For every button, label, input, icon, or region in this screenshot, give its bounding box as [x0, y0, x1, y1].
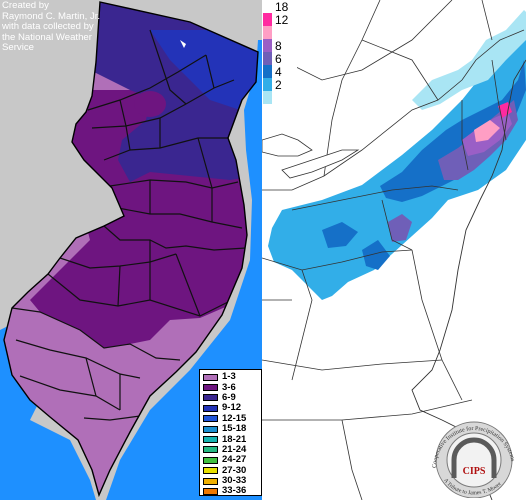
ne-legend-label: 12 [275, 13, 289, 27]
legend-label: 9-12 [222, 402, 242, 414]
zone-9-12 [150, 30, 258, 120]
legend-row: 18-21 [203, 434, 259, 444]
northeast-snowfall-map [262, 0, 526, 500]
legend-swatch [203, 415, 218, 423]
ne-legend-label: 4 [275, 65, 282, 79]
legend-swatch [203, 467, 218, 475]
legend-label: 3-6 [222, 381, 236, 393]
legend-row: 9-12 [203, 403, 259, 413]
credit-line: Service [2, 42, 34, 54]
ne-state-borders [262, 0, 525, 500]
shade-4-south [362, 240, 390, 270]
legend-swatch [203, 436, 218, 444]
legend-row: 12-15 [203, 412, 259, 424]
ne-legend-label: 8 [275, 39, 282, 53]
shade-10 [474, 120, 500, 142]
credit-text: Created by Raymond C. Martin, Jr. with d… [2, 0, 152, 54]
legend-swatch [203, 487, 218, 495]
shade-4-patch [322, 222, 358, 248]
legend-row: 24-27 [203, 455, 259, 465]
legend-label: 21-24 [222, 443, 247, 455]
zone-3-6-north [134, 91, 166, 117]
legend-label: 15-18 [222, 423, 247, 435]
nj-outline [3, 1, 259, 498]
legend-label: 6-9 [222, 391, 236, 403]
nj-snowfall-map: Created by Raymond C. Martin, Jr. with d… [0, 0, 262, 500]
legend-label: 30-33 [222, 475, 247, 487]
legend-label: 18-21 [222, 433, 247, 445]
logo-arch [451, 437, 497, 478]
ne-legend: 18 12 8 6 4 2 [262, 0, 297, 104]
legend-swatch [203, 456, 218, 464]
legend-label: 12-15 [222, 412, 247, 424]
legend-row: 21-24 [203, 443, 259, 455]
legend-label: 33-36 [222, 485, 247, 497]
legend-row: 1-3 [203, 372, 259, 382]
legend-swatch [203, 373, 218, 381]
legend-label: 27-30 [222, 464, 247, 476]
cips-logo-graphic: Cooperative Institute for Precipitation … [432, 421, 516, 499]
legend-row: 30-33 [203, 476, 259, 486]
ne-legend-swatch [263, 39, 272, 52]
logo-acronym: CIPS [463, 466, 486, 477]
legend-swatch [203, 446, 218, 454]
ne-legend-swatch [263, 65, 272, 78]
legend-swatch [203, 394, 218, 402]
legend-row: 15-18 [203, 424, 259, 434]
ne-legend-label: 18 [275, 0, 289, 14]
county-lines [11, 29, 247, 421]
credit-line: Created by [2, 0, 49, 11]
legend-swatch [203, 404, 218, 412]
shade-4 [380, 60, 526, 202]
credit-line: with data collected by [2, 21, 94, 33]
legend-swatch [203, 477, 218, 485]
ne-legend-swatch [263, 0, 272, 13]
ne-legend-swatch [263, 52, 272, 65]
legend-row: 27-30 [203, 464, 259, 476]
ne-legend-swatch [263, 78, 272, 91]
ne-map-canvas [262, 0, 526, 500]
ne-legend-label: 6 [275, 52, 282, 66]
legend-swatch [203, 384, 218, 392]
legend-row: 6-9 [203, 391, 259, 403]
ne-legend-swatch [263, 26, 272, 39]
ne-legend-label: 2 [275, 78, 282, 92]
ne-legend-swatch [263, 13, 272, 26]
ne-snowfall-shading [268, 10, 526, 300]
great-lakes [262, 133, 313, 157]
legend-row: 3-6 [203, 382, 259, 392]
nj-legend: 1-3 3-6 6-9 9-12 12-15 15-18 18-21 21-24 24-27 27… [199, 369, 262, 496]
shade-purple-patch [388, 214, 412, 242]
ne-legend-swatch [263, 91, 272, 104]
legend-row: 33-36 [203, 486, 259, 496]
legend-label: 1-3 [222, 371, 236, 383]
cips-logo: Cooperative Institute for Precipitation … [426, 408, 522, 499]
legend-swatch [203, 425, 218, 433]
credit-line: the National Weather [2, 31, 92, 43]
lake-erie [281, 149, 360, 179]
legend-label: 24-27 [222, 454, 247, 466]
credit-line: Raymond C. Martin, Jr. [2, 10, 101, 22]
ny-border-notch [180, 40, 186, 48]
shade-light-1 [412, 10, 526, 110]
